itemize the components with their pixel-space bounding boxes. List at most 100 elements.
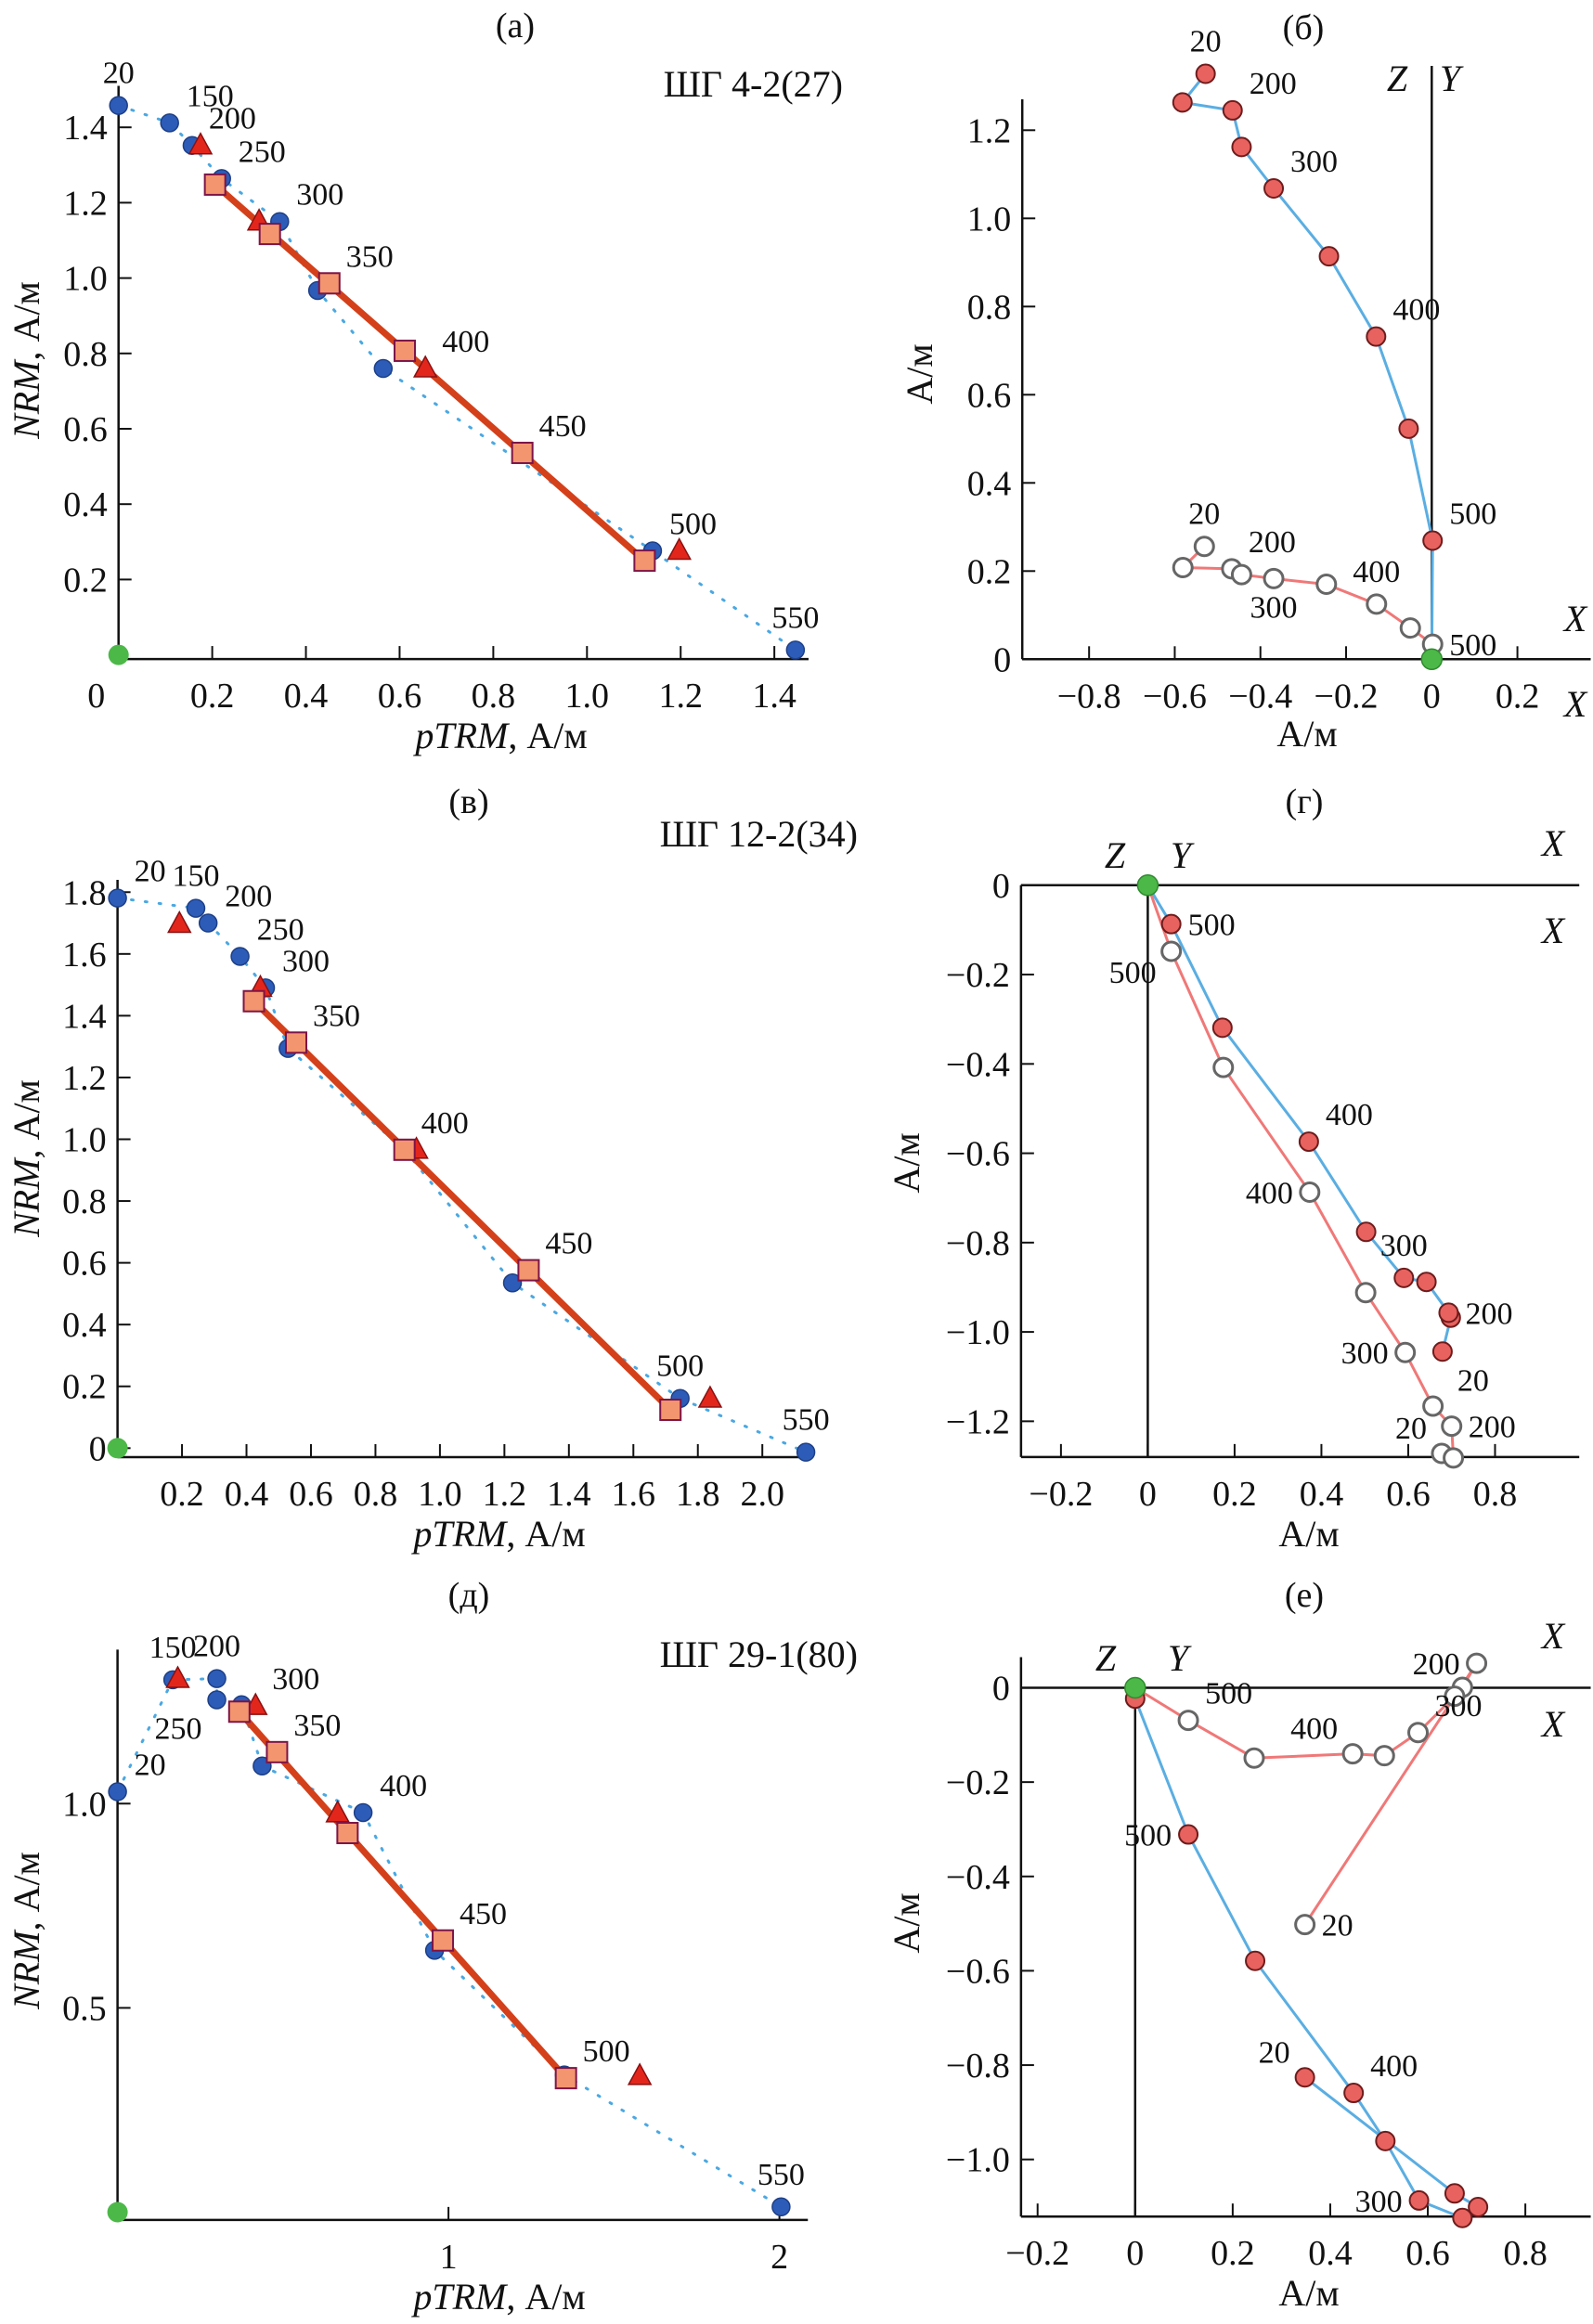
ptrm-check-triangle [165, 1665, 190, 1688]
fit-point-square [659, 1399, 682, 1422]
axis-letter-x-top: X [1540, 1615, 1566, 1657]
temperature-label: 400 [1370, 2049, 1418, 2084]
y-tick-label: 1.0 [62, 1785, 107, 1824]
y-axis-label: NRM, А/м [6, 1079, 47, 1238]
nrm-point [186, 898, 206, 918]
x-tick-label: 0.2 [1212, 1475, 1257, 1514]
x-axis-label: А/м [1278, 2272, 1339, 2314]
y-tick-label: 1.2 [967, 111, 1012, 150]
y-tick-label: 0.5 [62, 1989, 107, 2028]
horizontal-projection-point [1177, 1710, 1199, 1732]
temperature-label: 350 [293, 1709, 341, 1743]
y-tick-label: 1.8 [62, 873, 107, 912]
temperature-label: 350 [346, 239, 394, 274]
y-tick-label: −0.8 [946, 1224, 1010, 1263]
panel-caption: (в) [448, 782, 488, 821]
vertical-projection-point [1294, 2067, 1315, 2088]
panel-d: (г) −0.2 0 0.2 0.4 0.6 0.8 0 −0.2 −0.4 −0.6 −0.8 −1.… [886, 782, 1580, 1555]
axis-letter-x-bottom: X [1562, 683, 1588, 725]
vertical-projection-point [1422, 530, 1444, 551]
x-tick-label: −0.2 [1029, 1475, 1093, 1514]
fit-point-square [258, 223, 281, 246]
y-tick-label: 0.6 [62, 1245, 107, 1284]
ptrm-check-triangle [412, 355, 438, 378]
y-tick-label: 0.8 [63, 335, 108, 374]
y-tick-label: 0.2 [62, 1368, 107, 1407]
temperature-label: 250 [155, 1711, 202, 1746]
x-tick-label: 1.4 [752, 677, 796, 716]
x-tick-label: 0.2 [1211, 2234, 1255, 2273]
fit-line [252, 999, 673, 1413]
y-tick-label: 0.4 [967, 464, 1012, 503]
temperature-label: 300 [1250, 590, 1298, 625]
vertical-projection-point [1245, 1950, 1266, 1971]
horizontal-projection-point [1399, 617, 1421, 639]
vertical-projection-point [1408, 2189, 1430, 2211]
x-tick-label: 0 [1126, 2234, 1144, 2273]
axis-letter-z: Z [1387, 58, 1408, 99]
fit-point-square [242, 989, 266, 1013]
y-tick-label: −1.0 [946, 1313, 1010, 1352]
axis-letter-y: Y [1168, 1637, 1192, 1679]
temperature-label: 250 [257, 912, 304, 947]
y-tick-label: 0.4 [62, 1306, 107, 1345]
temperature-label: 150 [187, 79, 234, 113]
x-tick-label: 0.4 [284, 677, 329, 716]
temperature-label: 550 [758, 2158, 805, 2192]
vertical-projection-point [1375, 2130, 1396, 2151]
x-axis-label-symbol: pTRM [410, 1513, 509, 1555]
y-axis-label-symbol: NRM [6, 1929, 47, 2010]
horizontal-projection-point [1299, 1181, 1321, 1203]
x-tick-label: 0.4 [225, 1475, 269, 1514]
vertical-projection-point [1298, 1131, 1319, 1153]
y-tick-label: −0.2 [946, 1763, 1010, 1802]
fit-point-square [633, 549, 656, 573]
panel-caption: (г) [1286, 782, 1324, 821]
y-tick-label: 1.2 [63, 184, 108, 223]
panel-a: (а) ШГ 4-2(27) 0 0.2 0.4 0.6 0.8 1.0 1.2 1.4 0.2 0.… [6, 6, 843, 756]
fit-point-square [266, 1740, 289, 1763]
x-axis-label-symbol: pTRM [412, 715, 511, 756]
axis-letter-y: Y [1440, 58, 1464, 99]
x-tick-label: 0 [1139, 1475, 1157, 1514]
y-tick-label: 0 [992, 1670, 1010, 1709]
sample-title: ШГ 4-2(27) [664, 63, 843, 105]
y-tick-label: 0 [992, 867, 1010, 906]
y-tick-label: −0.8 [946, 2046, 1010, 2085]
temperature-label: 20 [135, 855, 166, 889]
ptrm-check-triangle [188, 132, 214, 155]
nrm-point [230, 947, 250, 966]
x-tick-label: 2.0 [740, 1475, 784, 1514]
nrm-point [353, 1802, 373, 1823]
vertical-projection-point [1231, 136, 1252, 158]
ptrm-check-triangle [167, 910, 192, 934]
panel-caption: (а) [496, 6, 535, 45]
horizontal-projection-point [1422, 1395, 1444, 1417]
temperature-label: 200 [1469, 1411, 1516, 1445]
temperature-label: 500 [583, 2034, 630, 2069]
y-tick-label: 1.4 [62, 997, 107, 1036]
y-axis-label: А/м [886, 1892, 927, 1953]
fit-point-square [393, 1138, 416, 1161]
x-tick-label: 2 [771, 2238, 788, 2277]
horizontal-projection-point [1193, 536, 1215, 558]
x-axis-label: pTRM, А/м [410, 2276, 585, 2318]
panel-caption: (е) [1285, 1576, 1324, 1615]
nrm-point [207, 1669, 227, 1688]
temperature-label: 400 [1290, 1712, 1338, 1747]
vertical-projection-point [1222, 99, 1243, 121]
vertical-projection-point [1416, 1272, 1437, 1293]
x-tick-label: 1.0 [565, 677, 610, 716]
temperature-label: 500 [1449, 497, 1496, 532]
y-tick-label: 0.2 [63, 561, 108, 600]
origin-point [1136, 874, 1159, 897]
y-tick-label: 1.4 [63, 109, 108, 148]
vertical-projection-point [1468, 2197, 1489, 2218]
nrm-point [108, 888, 127, 908]
temperature-label: 500 [1109, 956, 1157, 990]
y-tick-label: 0.2 [967, 552, 1012, 591]
axis-letter-y: Y [1171, 834, 1195, 876]
x-axis-label: А/м [1278, 1513, 1339, 1555]
horizontal-projection-point [1243, 1747, 1265, 1769]
